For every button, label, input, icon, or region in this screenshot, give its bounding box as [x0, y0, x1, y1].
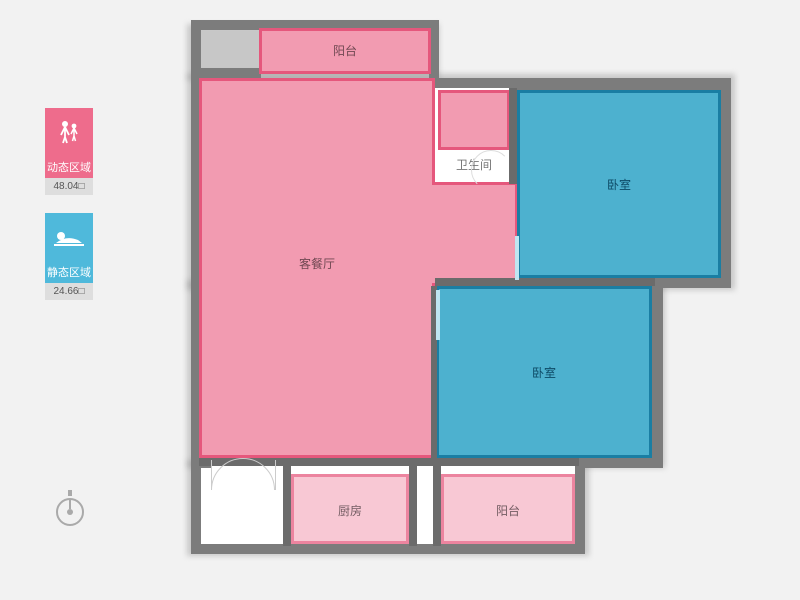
room-bedroom1	[517, 90, 721, 278]
room-balcony-bot	[441, 474, 575, 544]
room-balcony-top	[259, 28, 431, 74]
compass-icon	[55, 490, 85, 528]
legend-panel: 动态区域 48.04□ 静态区域 24.66□	[45, 108, 105, 318]
room-living	[199, 78, 435, 458]
legend-static: 静态区域 24.66□	[45, 213, 105, 300]
legend-dynamic-label: 动态区域	[45, 156, 93, 178]
people-icon	[45, 108, 93, 156]
wall	[191, 544, 585, 554]
room-bath	[438, 90, 510, 150]
room-corridor	[432, 182, 518, 286]
legend-static-value: 24.66□	[45, 283, 93, 300]
sleep-icon	[45, 213, 93, 261]
room-kitchen	[291, 474, 409, 544]
wall	[575, 456, 585, 552]
floorplan: 阳台 客餐厅 卫生间 卧室 卧室 厨房 阳台	[183, 20, 745, 580]
legend-dynamic-value: 48.04□	[45, 178, 93, 195]
wall	[651, 276, 663, 464]
legend-static-label: 静态区域	[45, 261, 93, 283]
legend-dynamic: 动态区域 48.04□	[45, 108, 105, 195]
room-bedroom2	[436, 286, 652, 458]
